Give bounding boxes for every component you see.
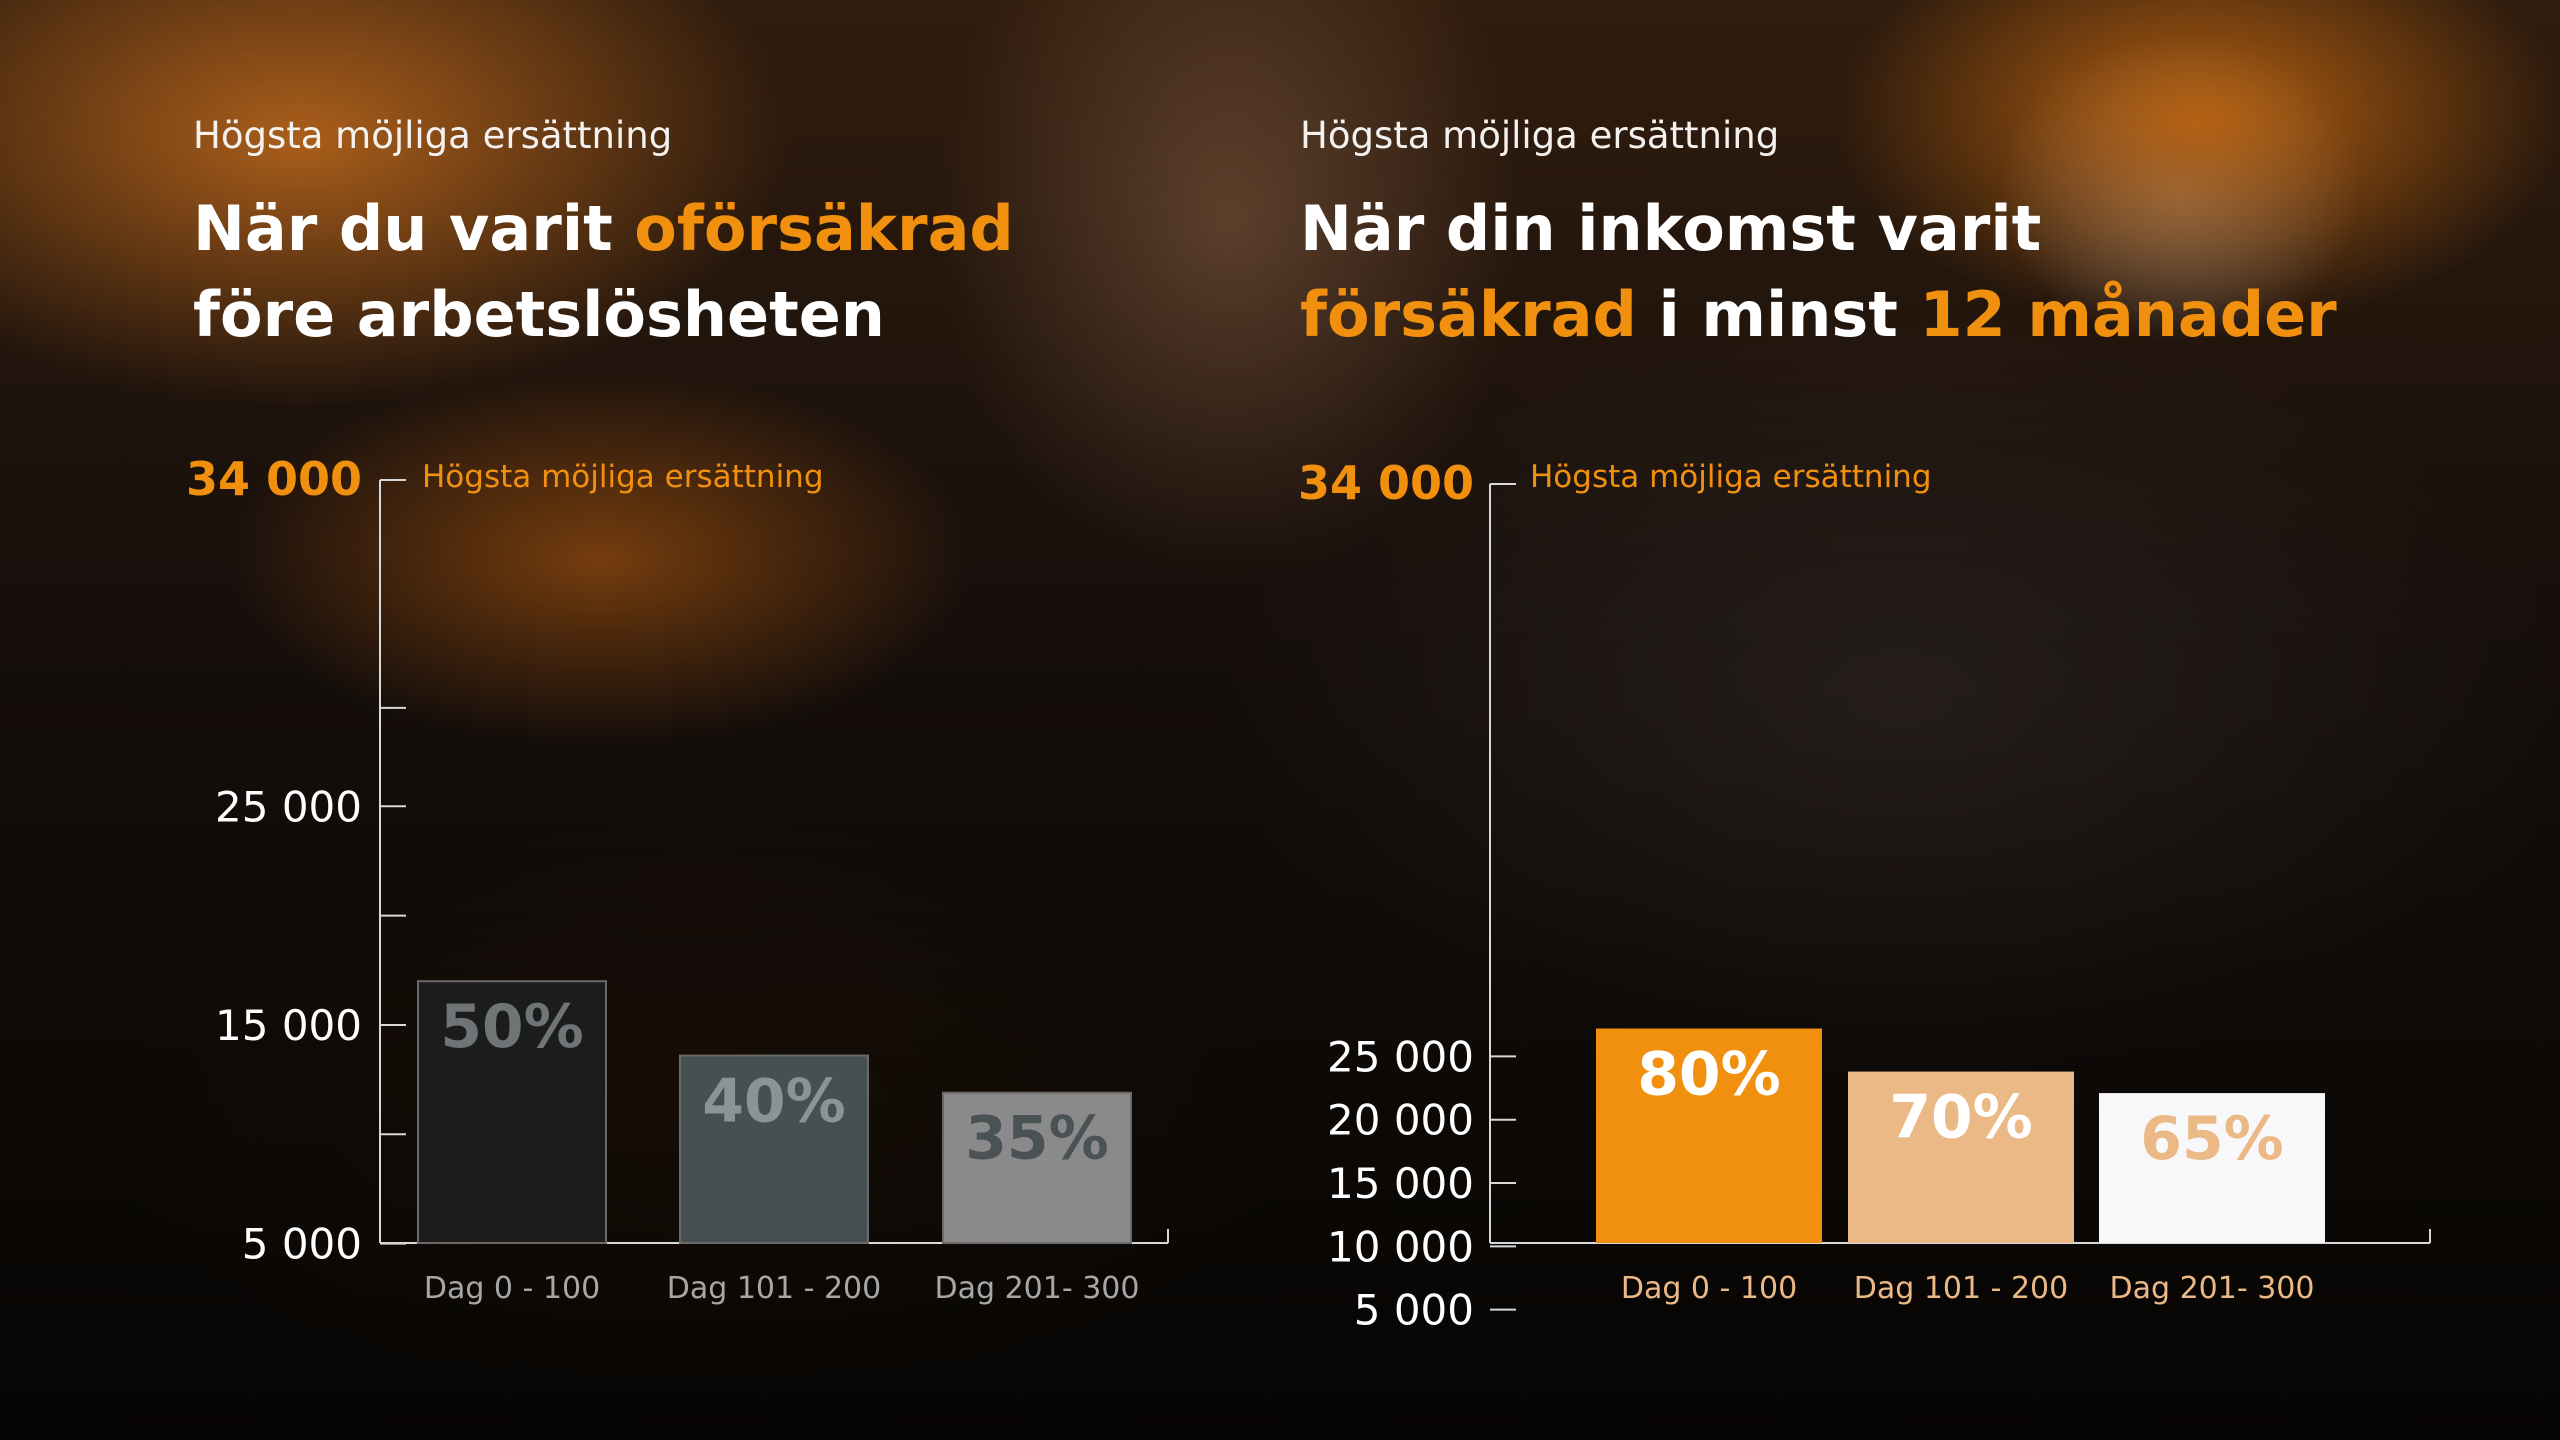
x-tick-label: Dag 0 - 100	[1621, 1271, 1797, 1306]
bar	[2099, 1093, 2325, 1243]
y-tick-label: 5 000	[1354, 1286, 1474, 1335]
x-tick-label: Dag 201- 300	[2110, 1271, 2315, 1306]
y-tick-label: 10 000	[1327, 1222, 1474, 1271]
bar	[942, 1091, 1132, 1244]
right-headline-line2: försäkrad i minst 12 månader	[1300, 272, 2337, 358]
left-kicker: Högsta möjliga ersättning	[193, 114, 673, 157]
y-tick-label: 15 000	[215, 1001, 362, 1050]
left-headline-line2: före arbetslösheten	[193, 278, 885, 351]
bar	[1596, 1028, 1822, 1243]
right-headline-line1: När din inkomst varit	[1300, 192, 2042, 265]
y-tick-label: 25 000	[215, 782, 362, 831]
left-headline-accent: oförsäkrad	[634, 192, 1014, 265]
y-tick-label: 5 000	[242, 1220, 362, 1269]
y-tick-label: 25 000	[1327, 1032, 1474, 1081]
right-headline-accent-2: 12 månader	[1919, 278, 2337, 351]
x-tick-label: Dag 101 - 200	[667, 1271, 881, 1306]
bar-data-label: 80%	[1637, 1040, 1781, 1110]
y-tick-label-top: 34 000	[1298, 456, 1474, 510]
bar-data-label: 70%	[1889, 1083, 2033, 1153]
bar-data-label: 35%	[965, 1104, 1109, 1174]
x-tick-label: Dag 0 - 100	[424, 1271, 600, 1306]
bar	[417, 980, 607, 1245]
x-tick-label: Dag 201- 300	[935, 1271, 1140, 1306]
left-headline: När du varit oförsäkrad före arbetslöshe…	[193, 186, 1014, 358]
right-headline-mid: i minst	[1636, 278, 1920, 351]
right-headline-accent-1: försäkrad	[1300, 278, 1637, 351]
right-headline: När din inkomst varit försäkrad i minst …	[1300, 186, 2337, 358]
y-tick-label-top: 34 000	[186, 452, 362, 506]
bar-data-label: 65%	[2140, 1104, 2284, 1174]
bar	[679, 1054, 869, 1244]
bar-data-label: 40%	[702, 1067, 846, 1137]
x-tick-label: Dag 101 - 200	[1854, 1271, 2068, 1306]
y-tick-label: 20 000	[1327, 1096, 1474, 1145]
y-axis-caption: Högsta möjliga ersättning	[422, 459, 824, 495]
left-headline-text: När du varit	[193, 192, 635, 265]
y-axis-caption: Högsta möjliga ersättning	[1530, 459, 1932, 495]
left-headline-line1: När du varit oförsäkrad	[193, 186, 1014, 272]
y-tick-label: 15 000	[1327, 1159, 1474, 1208]
bar-data-label: 50%	[440, 992, 584, 1062]
bar	[1848, 1071, 2074, 1243]
right-kicker: Högsta möjliga ersättning	[1300, 114, 1780, 157]
